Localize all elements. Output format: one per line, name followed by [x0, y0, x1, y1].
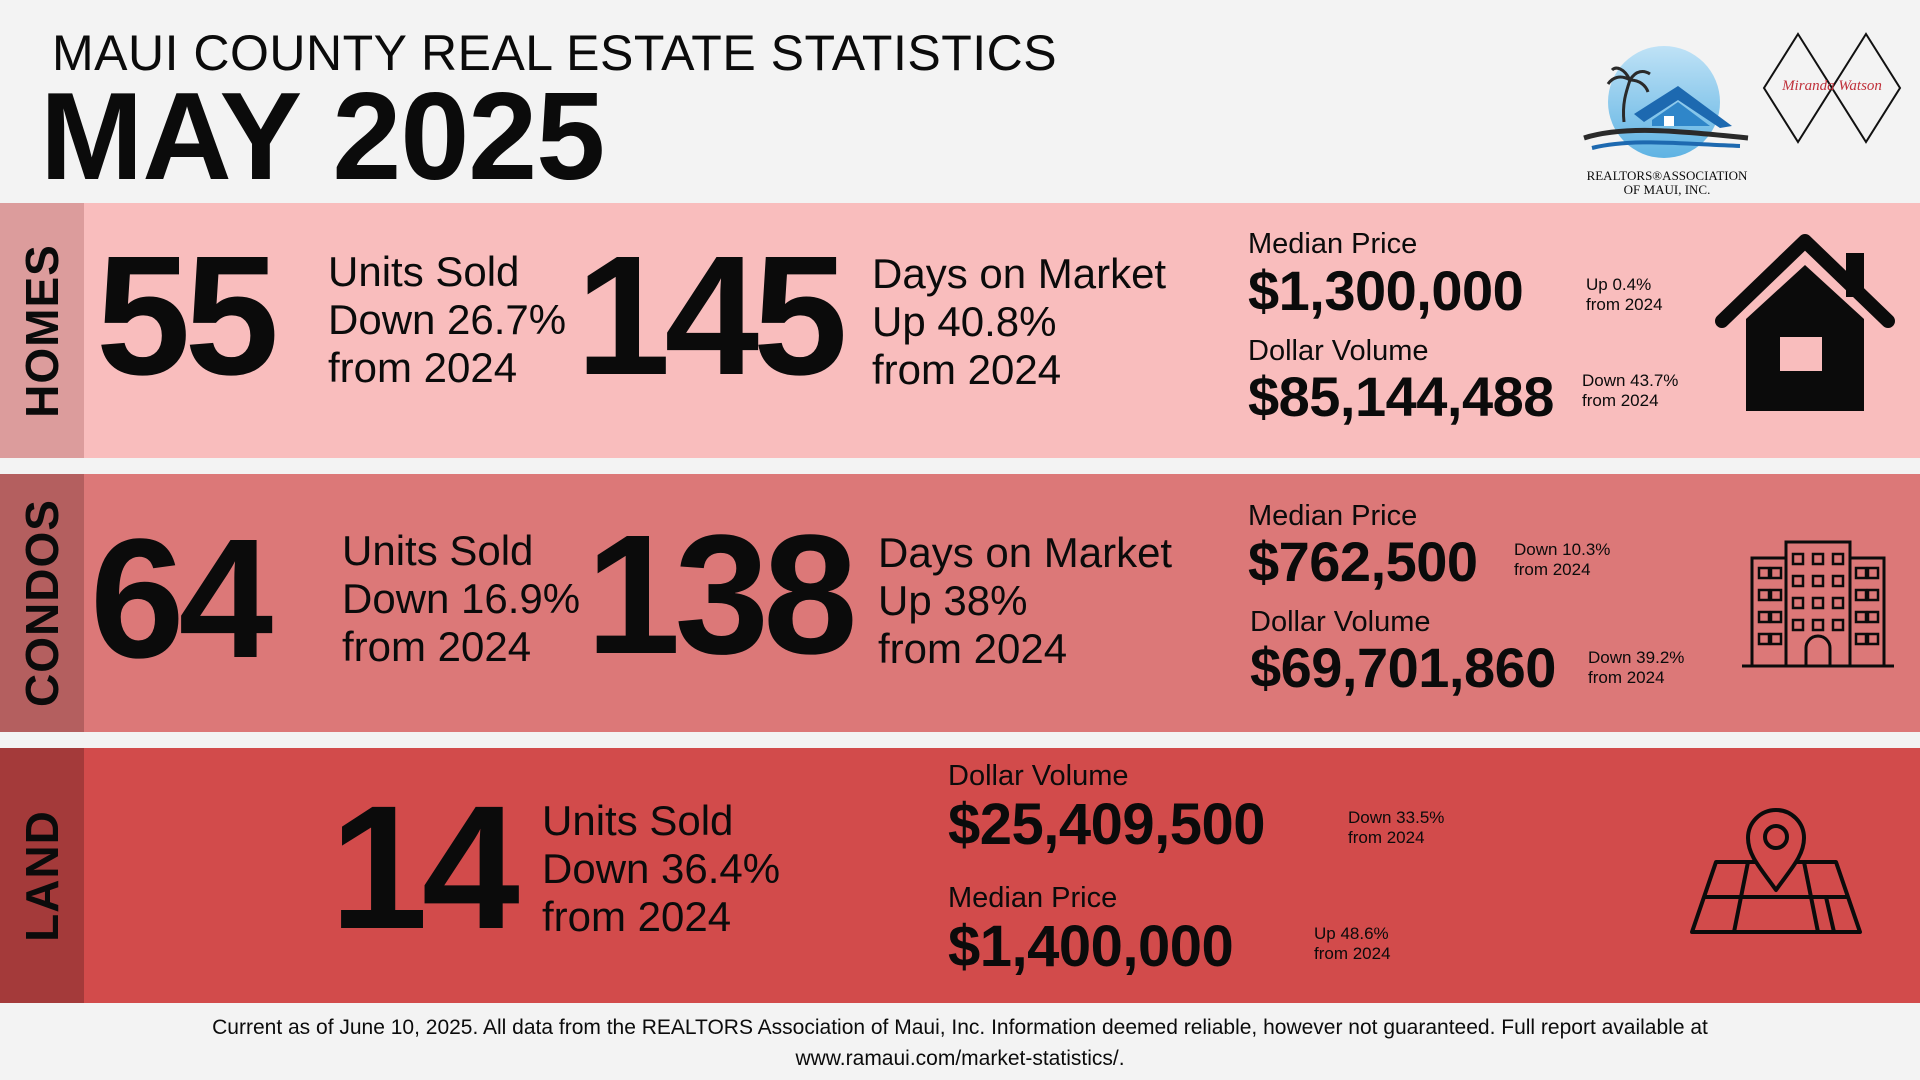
condos-days-change: Up 38%	[878, 577, 1028, 624]
land-units-number: 14	[330, 770, 520, 966]
homes-side-tab: HOMES	[0, 203, 84, 458]
homes-median-value: $1,300,000	[1248, 259, 1524, 322]
land-label: LAND	[16, 809, 68, 942]
condos-days-from: from 2024	[878, 625, 1068, 672]
homes-units-from: from 2024	[328, 344, 518, 391]
agent-signature: Miranda Watson	[1782, 78, 1882, 94]
condos-days-number: 138	[586, 500, 858, 690]
homes-median-change: Up 0.4%	[1586, 275, 1652, 294]
homes-days-from: from 2024	[872, 346, 1062, 393]
condos-section: CONDOS 64 Units Sold Down 16.9% from 202…	[0, 474, 1920, 732]
homes-days-number: 145	[576, 221, 848, 411]
footer-line-1: Current as of June 10, 2025. All data fr…	[212, 1016, 1708, 1039]
condos-volume-value: $69,701,860	[1250, 636, 1556, 699]
condos-days-label: Days on Market	[878, 529, 1173, 576]
condos-median-label: Median Price	[1248, 500, 1418, 532]
homes-days-change: Up 40.8%	[872, 298, 1057, 345]
condos-units-from: from 2024	[342, 623, 532, 670]
condos-units-change: Down 16.9%	[342, 575, 581, 622]
land-units-label: Units Sold	[542, 797, 734, 844]
land-median-label: Median Price	[948, 882, 1118, 914]
condos-units-number: 64	[90, 504, 273, 694]
land-volume-from: from 2024	[1348, 828, 1425, 847]
map-pin-icon	[1690, 808, 1862, 934]
agent-logo-diamonds	[1762, 32, 1902, 144]
condos-median-change: Down 10.3%	[1514, 540, 1611, 559]
land-units-from: from 2024	[542, 893, 732, 940]
page-heading: MAUI COUNTY REAL ESTATE STATISTICS	[52, 25, 1058, 81]
land-volume-change: Down 33.5%	[1348, 808, 1445, 827]
homes-median-from: from 2024	[1586, 295, 1663, 314]
land-volume-value: $25,409,500	[948, 792, 1266, 857]
land-median-change: Up 48.6%	[1314, 924, 1389, 943]
footer-disclaimer: Current as of June 10, 2025. All data fr…	[0, 1012, 1920, 1074]
homes-volume-from: from 2024	[1582, 391, 1659, 410]
condos-label: CONDOS	[16, 499, 68, 707]
homes-volume-change: Down 43.7%	[1582, 371, 1679, 390]
land-side-tab: LAND	[0, 748, 84, 1003]
association-name-line1: REALTORS®ASSOCIATION	[1586, 168, 1748, 183]
homes-label: HOMES	[16, 243, 68, 418]
land-units-change: Down 36.4%	[542, 845, 781, 892]
land-median-from: from 2024	[1314, 944, 1391, 963]
footer-line-2: www.ramaui.com/market-statistics/.	[795, 1047, 1125, 1070]
association-logo-graphic	[1583, 46, 1749, 158]
homes-units-number: 55	[96, 221, 279, 411]
land-section: LAND 14 Units Sold Down 36.4% from 2024 …	[0, 748, 1920, 1003]
condos-side-tab: CONDOS	[0, 474, 84, 732]
homes-units-label: Units Sold	[328, 248, 520, 295]
agent-logo: Miranda Watson	[1762, 32, 1902, 144]
condos-volume-label: Dollar Volume	[1250, 606, 1431, 638]
page-title-month: MAY 2025	[40, 68, 605, 206]
homes-days-label: Days on Market	[872, 250, 1167, 297]
association-name-line2: OF MAUI, INC.	[1623, 182, 1711, 197]
condos-volume-from: from 2024	[1588, 668, 1665, 687]
land-volume-label: Dollar Volume	[948, 760, 1129, 792]
building-icon	[1742, 540, 1894, 668]
homes-median-label: Median Price	[1248, 228, 1418, 260]
homes-units-change: Down 26.7%	[328, 296, 567, 343]
condos-median-value: $762,500	[1248, 530, 1478, 593]
condos-units-label: Units Sold	[342, 527, 534, 574]
homes-volume-value: $85,144,488	[1248, 365, 1554, 428]
land-median-value: $1,400,000	[948, 914, 1234, 979]
homes-section: HOMES 55 Units Sold Down 26.7% from 2024…	[0, 203, 1920, 458]
homes-volume-label: Dollar Volume	[1248, 335, 1429, 367]
association-logo: REALTORS®ASSOCIATION OF MAUI, INC.	[1572, 40, 1762, 202]
house-icon	[1715, 234, 1895, 411]
condos-volume-change: Down 39.2%	[1588, 648, 1685, 667]
condos-median-from: from 2024	[1514, 560, 1591, 579]
